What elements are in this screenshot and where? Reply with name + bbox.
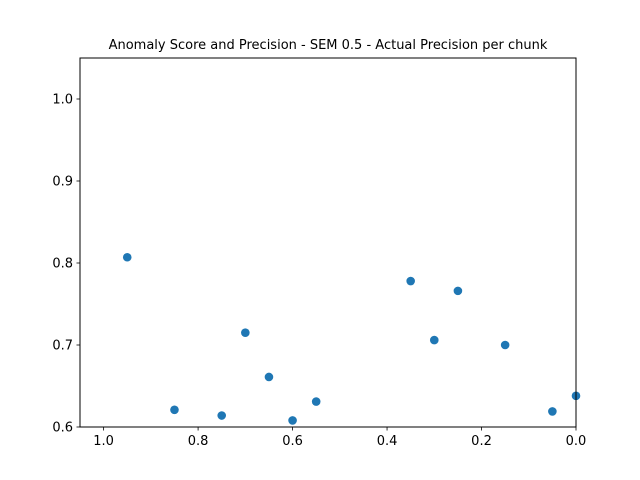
data-point <box>429 335 439 345</box>
data-point <box>548 407 557 416</box>
x-tick-label: 0.4 <box>377 434 398 449</box>
y-tick-label: 0.6 <box>52 421 73 436</box>
data-point <box>217 411 227 420</box>
chart-title: Anomaly Score and Precision - SEM 0.5 - … <box>109 38 548 53</box>
data-point <box>241 328 250 338</box>
x-tick-label: 0.0 <box>566 434 587 449</box>
data-point <box>264 372 274 382</box>
x-tick-label: 0.8 <box>188 434 209 449</box>
data-point <box>406 276 415 286</box>
data-point <box>500 340 510 350</box>
data-point <box>311 397 321 406</box>
data-point <box>170 405 179 415</box>
y-axis: 0.6 0.7 0.8 0.9 1.0 <box>52 93 80 436</box>
y-tick-label: 0.7 <box>52 339 73 354</box>
data-point <box>288 416 297 425</box>
y-tick-label: 0.9 <box>52 175 73 190</box>
y-tick-label: 1.0 <box>52 93 73 108</box>
data-points <box>122 252 581 425</box>
x-tick-label: 0.6 <box>282 434 303 449</box>
x-axis: 1.0 0.8 0.6 0.4 0.2 0.0 <box>93 427 586 449</box>
data-point <box>122 252 132 262</box>
y-tick-label: 0.8 <box>52 257 73 272</box>
x-tick-label: 0.2 <box>471 434 492 449</box>
data-point <box>453 286 463 296</box>
plot-frame <box>79 57 577 428</box>
x-tick-label: 1.0 <box>93 434 114 449</box>
